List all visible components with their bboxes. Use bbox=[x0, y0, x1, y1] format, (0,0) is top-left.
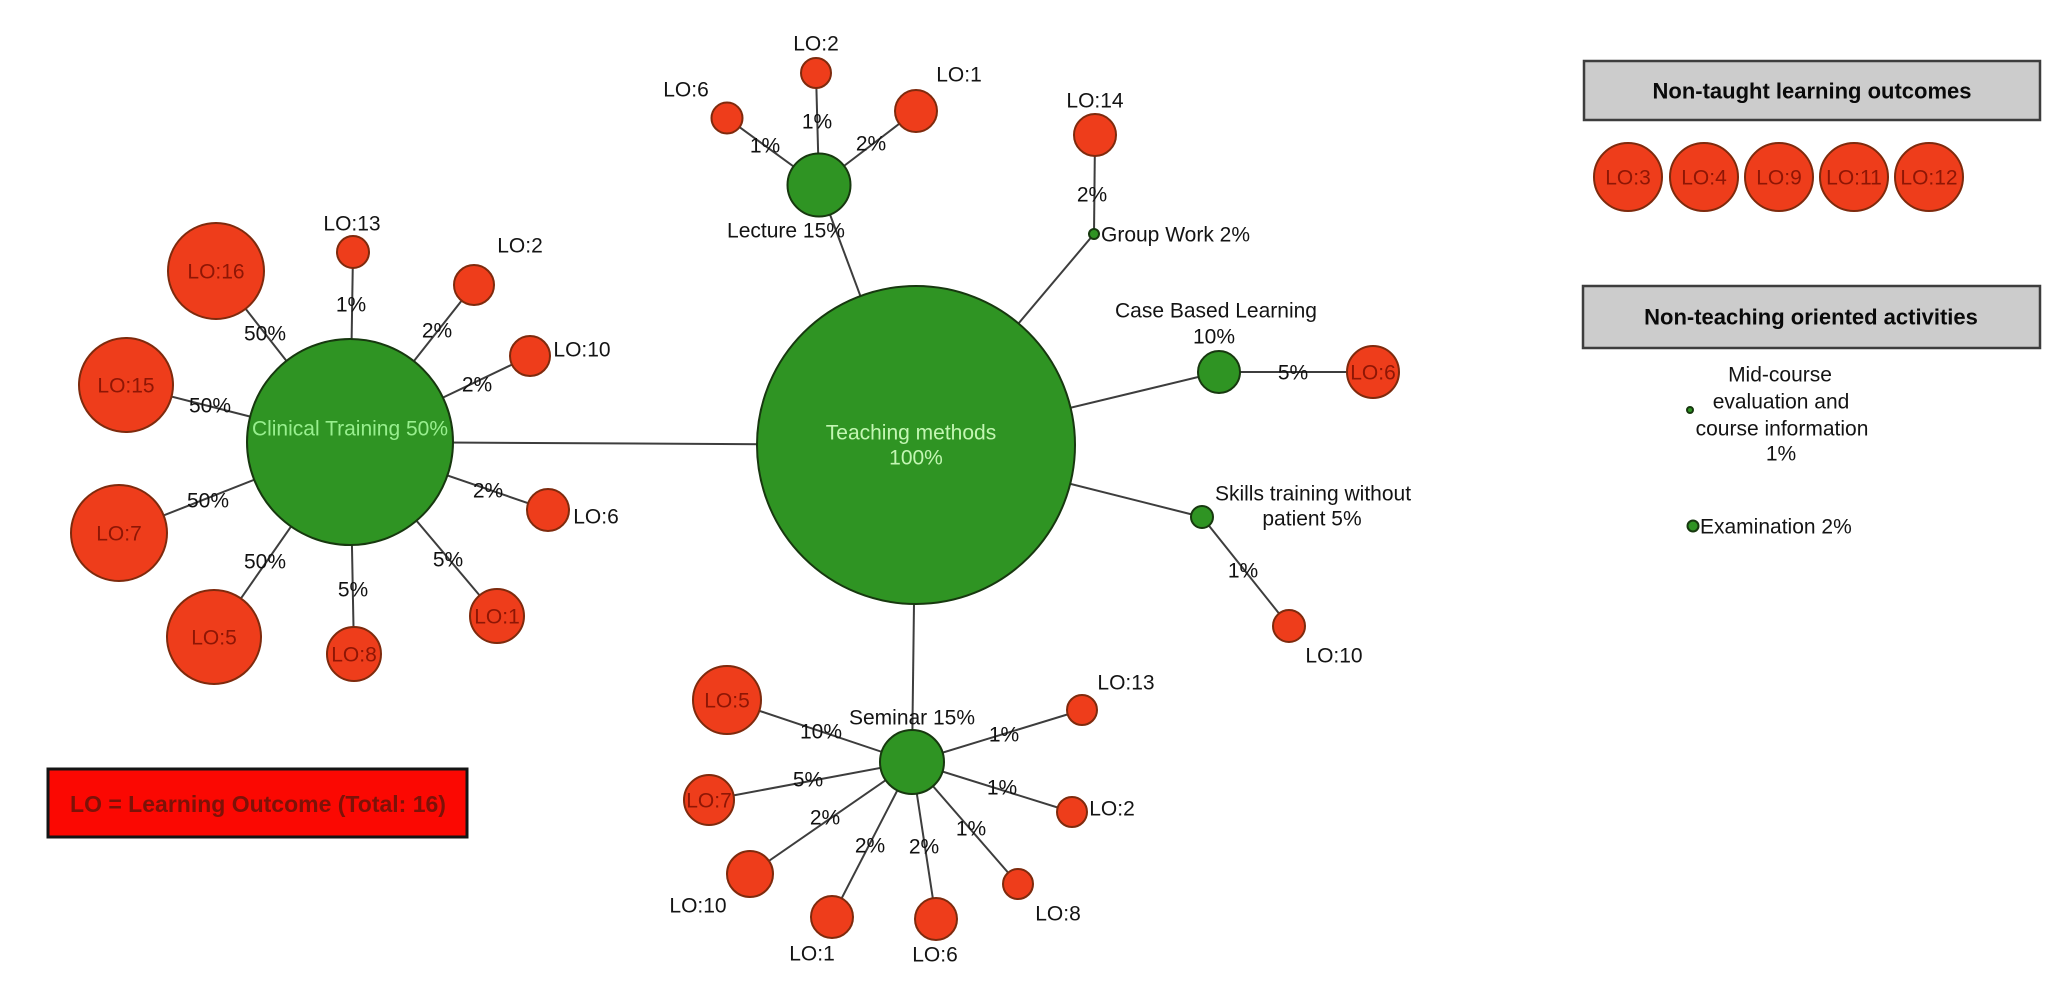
svg-text:LO:6: LO:6 bbox=[1350, 362, 1396, 385]
svg-text:2%: 2% bbox=[856, 133, 886, 156]
svg-text:patient 5%: patient 5% bbox=[1262, 508, 1361, 531]
svg-text:5%: 5% bbox=[1278, 362, 1308, 385]
svg-text:50%: 50% bbox=[187, 490, 229, 513]
svg-text:Examination 2%: Examination 2% bbox=[1700, 516, 1852, 539]
svg-text:1%: 1% bbox=[956, 818, 986, 841]
svg-text:2%: 2% bbox=[855, 835, 885, 858]
svg-text:5%: 5% bbox=[433, 549, 463, 572]
svg-text:1%: 1% bbox=[802, 111, 832, 134]
svg-text:2%: 2% bbox=[422, 320, 452, 343]
svg-text:1%: 1% bbox=[750, 135, 780, 158]
svg-text:LO:1: LO:1 bbox=[936, 64, 982, 87]
svg-text:2%: 2% bbox=[810, 807, 840, 830]
svg-text:LO:14: LO:14 bbox=[1066, 90, 1124, 113]
svg-text:50%: 50% bbox=[189, 395, 231, 418]
svg-text:LO:11: LO:11 bbox=[1826, 167, 1882, 190]
svg-text:Clinical Training 50%: Clinical Training 50% bbox=[252, 418, 448, 441]
svg-text:1%: 1% bbox=[1228, 560, 1258, 583]
svg-text:Teaching methods: Teaching methods bbox=[826, 422, 996, 445]
svg-text:LO:5: LO:5 bbox=[704, 690, 750, 713]
svg-text:LO:8: LO:8 bbox=[331, 644, 377, 667]
svg-text:Non-teaching oriented activiti: Non-teaching oriented activities bbox=[1644, 305, 1978, 330]
svg-text:1%: 1% bbox=[336, 294, 366, 317]
svg-text:LO:10: LO:10 bbox=[553, 339, 610, 362]
svg-text:LO:2: LO:2 bbox=[793, 33, 839, 56]
svg-text:LO = Learning Outcome (Total:: LO = Learning Outcome (Total: 16) bbox=[70, 791, 446, 817]
svg-text:2%: 2% bbox=[473, 480, 503, 503]
svg-text:LO:1: LO:1 bbox=[474, 606, 520, 629]
svg-text:LO:7: LO:7 bbox=[686, 790, 732, 813]
svg-text:LO:6: LO:6 bbox=[912, 944, 958, 967]
svg-text:Skills training without: Skills training without bbox=[1215, 483, 1411, 506]
svg-text:Case Based Learning: Case Based Learning bbox=[1115, 300, 1317, 323]
svg-text:LO:4: LO:4 bbox=[1681, 167, 1727, 190]
svg-text:LO:2: LO:2 bbox=[1089, 798, 1135, 821]
svg-text:LO:16: LO:16 bbox=[187, 261, 244, 284]
svg-text:1%: 1% bbox=[1766, 443, 1796, 466]
svg-text:LO:10: LO:10 bbox=[669, 895, 726, 918]
svg-text:Seminar 15%: Seminar 15% bbox=[849, 707, 975, 730]
svg-text:1%: 1% bbox=[987, 777, 1017, 800]
svg-text:LO:15: LO:15 bbox=[97, 375, 154, 398]
svg-text:Lecture 15%: Lecture 15% bbox=[727, 220, 845, 243]
svg-text:2%: 2% bbox=[462, 374, 492, 397]
svg-text:LO:12: LO:12 bbox=[1900, 167, 1957, 190]
svg-text:LO:3: LO:3 bbox=[1605, 167, 1651, 190]
svg-text:2%: 2% bbox=[909, 836, 939, 859]
svg-text:LO:2: LO:2 bbox=[497, 235, 543, 258]
svg-text:Non-taught learning outcomes: Non-taught learning outcomes bbox=[1653, 79, 1972, 104]
svg-text:LO:6: LO:6 bbox=[573, 506, 619, 529]
svg-text:LO:13: LO:13 bbox=[1097, 672, 1154, 695]
svg-text:LO:7: LO:7 bbox=[96, 523, 142, 546]
svg-text:LO:8: LO:8 bbox=[1035, 903, 1081, 926]
svg-text:course information: course information bbox=[1696, 418, 1869, 441]
svg-text:5%: 5% bbox=[338, 579, 368, 602]
svg-text:LO:9: LO:9 bbox=[1756, 167, 1802, 190]
svg-text:LO:5: LO:5 bbox=[191, 627, 237, 650]
svg-text:LO:1: LO:1 bbox=[789, 943, 835, 966]
svg-text:2%: 2% bbox=[1077, 184, 1107, 207]
svg-text:5%: 5% bbox=[793, 769, 823, 792]
svg-text:LO:10: LO:10 bbox=[1305, 645, 1362, 668]
svg-text:Group Work 2%: Group Work 2% bbox=[1101, 224, 1250, 247]
svg-text:LO:6: LO:6 bbox=[663, 79, 709, 102]
svg-text:50%: 50% bbox=[244, 551, 286, 574]
svg-text:50%: 50% bbox=[244, 323, 286, 346]
svg-text:10%: 10% bbox=[1193, 326, 1235, 349]
svg-text:1%: 1% bbox=[989, 724, 1019, 747]
svg-text:Mid-course: Mid-course bbox=[1728, 364, 1832, 387]
svg-text:100%: 100% bbox=[889, 447, 943, 470]
svg-text:LO:13: LO:13 bbox=[323, 213, 380, 236]
svg-text:evaluation and: evaluation and bbox=[1713, 391, 1850, 414]
svg-text:10%: 10% bbox=[800, 721, 842, 744]
